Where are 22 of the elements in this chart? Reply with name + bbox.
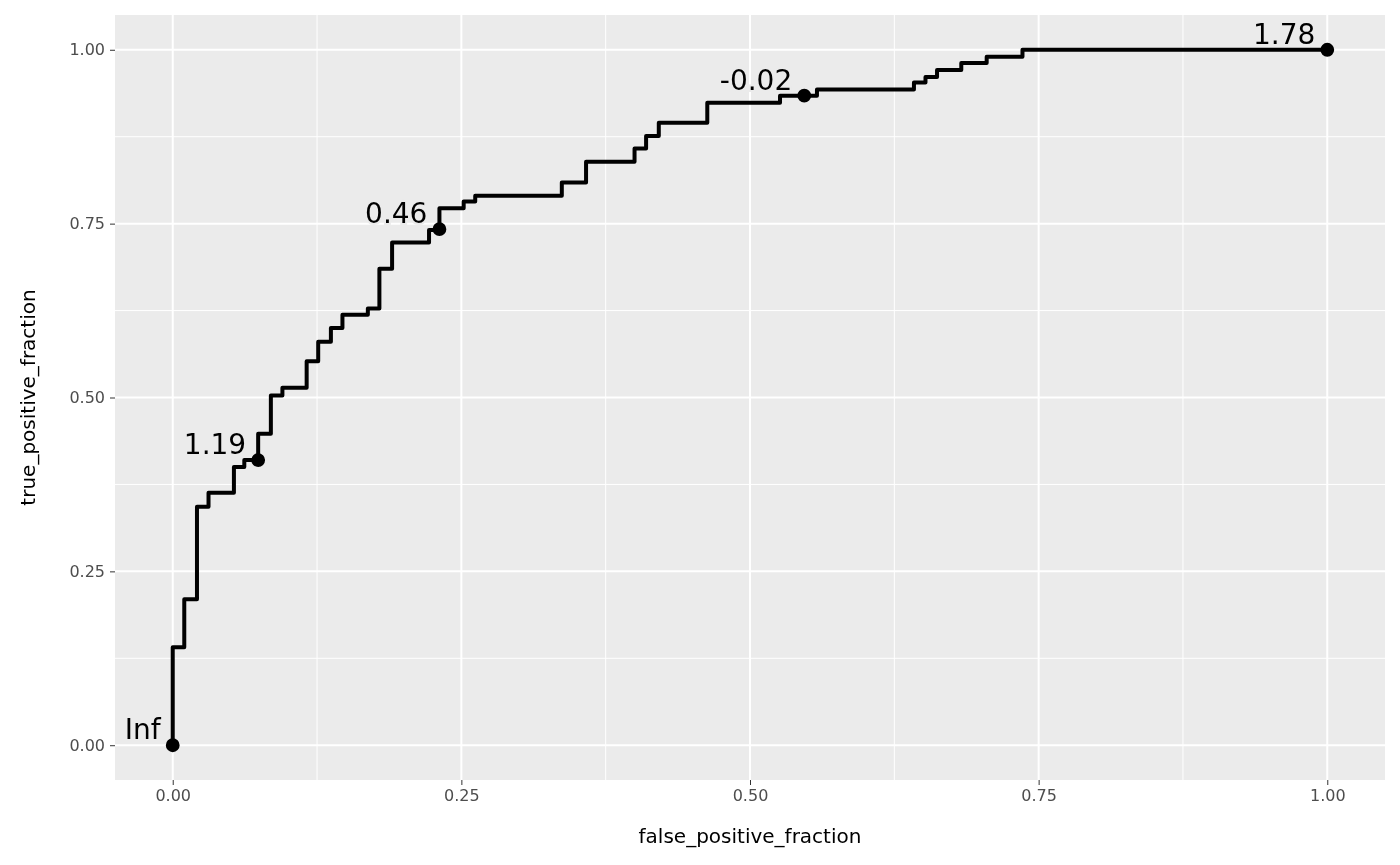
x-tick-label: 1.00 [1309,786,1346,806]
annotation: 1.19 [183,428,247,462]
point [251,453,266,467]
point [432,222,447,237]
x-axis-title: false_positive_fraction [638,824,862,848]
x-tick-label: 0.00 [155,786,192,806]
y-tick-label: 1.00 [69,40,105,60]
point [1320,42,1335,57]
annotation: -0.02 [719,63,793,97]
annotation: 1.78 [1252,17,1316,51]
y-tick-label: 0.75 [69,214,105,234]
y-tick-label: 0.00 [69,735,105,755]
y-tick-label: 0.50 [69,388,105,408]
y-axis-title: true_positive_fraction [16,289,40,506]
annotation: Inf [124,713,162,747]
point [797,88,812,103]
x-tick-label: 0.75 [1021,786,1057,806]
x-tick-label: 0.25 [444,786,480,806]
y-tick-label: 0.25 [69,561,105,581]
point [165,738,180,753]
x-tick-label: 0.50 [732,786,769,806]
annotation: 0.46 [365,197,428,231]
